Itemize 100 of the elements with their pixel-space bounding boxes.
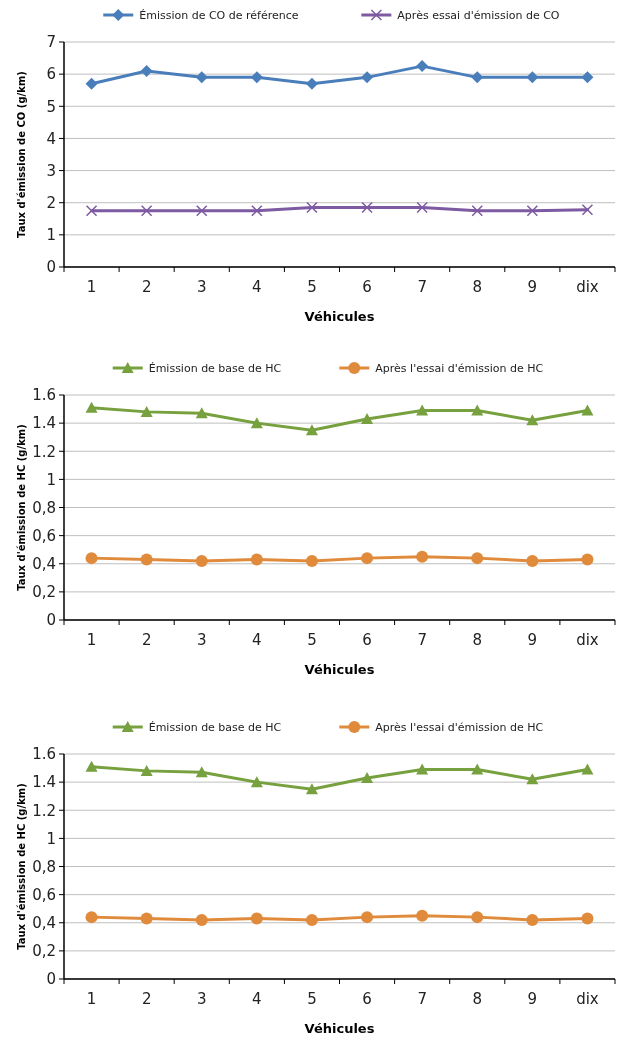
point	[361, 552, 374, 565]
point	[250, 553, 263, 566]
x-axis-title: Véhicules	[304, 308, 375, 324]
point	[526, 554, 539, 567]
x-tick-label: 8	[472, 278, 483, 297]
x-tick-label: 3	[196, 278, 207, 297]
point	[581, 404, 594, 416]
y-tick-label: 0,8	[32, 857, 56, 876]
y-tick-label: 6	[46, 65, 56, 84]
y-tick-label: 0,8	[32, 498, 56, 517]
x-tick-label: 2	[141, 990, 152, 1009]
y-tick-label: 0,6	[32, 526, 56, 545]
x-tick-label: 1	[86, 631, 97, 650]
point	[581, 553, 594, 566]
legend-label: Après l'essai d'émission de HC	[375, 720, 544, 734]
point	[195, 913, 208, 926]
y-tick-label: 1.2	[32, 801, 56, 820]
legend-label: Émission de base de HC	[148, 720, 282, 734]
point	[305, 424, 318, 436]
y-tick-label: 5	[46, 97, 56, 116]
y-tick-label: 0	[46, 970, 56, 989]
point	[306, 201, 318, 214]
point	[85, 205, 98, 217]
y-tick-label: 0,2	[32, 942, 56, 961]
y-tick-label: 1.2	[32, 442, 56, 461]
point	[581, 71, 594, 84]
x-tick-label: 6	[362, 990, 372, 1009]
x-tick-label: 5	[307, 278, 317, 297]
point	[140, 64, 153, 77]
point	[195, 554, 208, 567]
point	[305, 554, 318, 567]
y-tick-label: 1	[46, 470, 56, 489]
point	[526, 414, 539, 426]
point	[526, 71, 539, 84]
point	[140, 553, 153, 566]
point	[251, 205, 263, 217]
x-tick-label: 4	[252, 990, 262, 1009]
x-tick-label: dix	[576, 278, 599, 297]
legend-label: Émission de CO de référence	[139, 8, 299, 22]
x-tick-label: 1	[86, 990, 97, 1009]
x-tick-label: 8	[472, 990, 483, 1009]
x-tick-label: dix	[576, 990, 599, 1009]
point	[526, 913, 539, 926]
point	[361, 412, 374, 424]
legend-label: Après l'essai d'émission de HC	[375, 361, 544, 375]
point	[140, 205, 153, 217]
y-axis-title: Taux d'émission de HC (g/km)	[16, 783, 27, 950]
x-axis-title: Véhicules	[304, 1020, 375, 1036]
y-tick-label: 1	[46, 829, 56, 848]
legend-label: Après essai d'émission de CO	[397, 8, 560, 22]
point	[416, 60, 429, 73]
x-tick-label: 3	[196, 990, 207, 1009]
x-tick-label: 7	[417, 278, 427, 297]
y-tick-label: 1.6	[32, 745, 56, 764]
point	[195, 71, 208, 84]
x-tick-label: 9	[527, 631, 538, 650]
x-tick-label: 8	[472, 631, 483, 650]
point	[85, 911, 98, 924]
x-tick-label: 3	[196, 631, 207, 650]
x-tick-label: 6	[362, 278, 372, 297]
point	[581, 204, 594, 216]
point	[581, 912, 594, 925]
x-tick-label: 9	[527, 278, 538, 297]
point	[250, 417, 263, 429]
y-tick-label: 3	[46, 161, 56, 180]
y-tick-label: 0	[46, 258, 56, 277]
point	[526, 773, 539, 785]
y-tick-label: 1.6	[32, 386, 56, 405]
point	[416, 201, 428, 214]
x-tick-label: dix	[576, 631, 599, 650]
x-tick-label: 7	[417, 631, 427, 650]
legend-label: Émission de base de HC	[148, 361, 282, 375]
y-axis-title: Taux d'émission de CO (g/km)	[16, 71, 27, 238]
point	[471, 404, 484, 416]
point	[471, 552, 484, 565]
y-tick-label: 0	[46, 611, 56, 630]
y-tick-label: 2	[46, 193, 56, 212]
point	[305, 77, 318, 90]
point	[416, 909, 429, 922]
x-tick-label: 7	[417, 990, 427, 1009]
point	[305, 783, 318, 795]
x-tick-label: 2	[141, 278, 152, 297]
point	[361, 911, 374, 924]
y-tick-label: 0,2	[32, 583, 56, 602]
y-tick-label: 1.4	[32, 414, 56, 433]
y-axis-title: Taux d'émission de HC (g/km)	[16, 424, 27, 591]
point	[250, 776, 263, 788]
x-tick-label: 1	[86, 278, 97, 297]
point	[195, 766, 208, 778]
point	[471, 911, 484, 924]
x-tick-label: 9	[527, 990, 538, 1009]
point	[361, 771, 374, 783]
point	[85, 552, 98, 565]
y-tick-label: 0,4	[32, 555, 56, 573]
point	[416, 404, 429, 416]
point	[250, 912, 263, 925]
point	[140, 912, 153, 925]
x-tick-label: 5	[307, 631, 317, 650]
point	[85, 401, 98, 413]
y-tick-label: 0,4	[32, 914, 56, 932]
